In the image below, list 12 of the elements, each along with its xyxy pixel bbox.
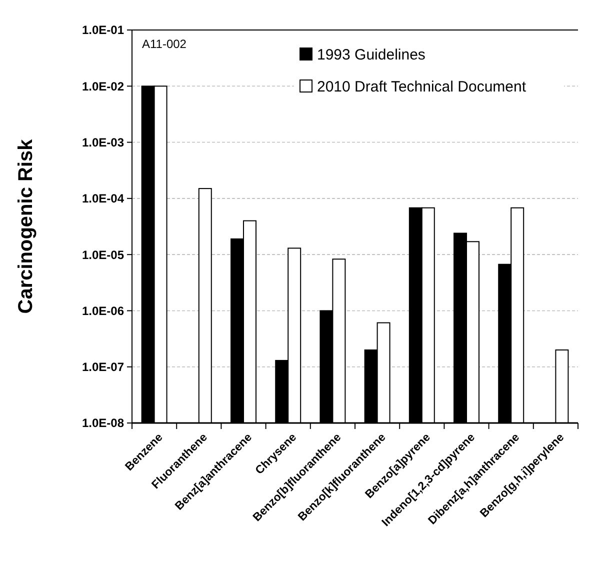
y-tick-label: 1.0E-08: [82, 416, 124, 430]
y-tick-label: 1.0E-02: [82, 79, 124, 94]
y-tick-label: 1.0E-01: [82, 23, 124, 38]
legend-label: 1993 Guidelines: [317, 46, 426, 64]
y-tick-label: 1.0E-04: [82, 192, 124, 206]
y-tick-label: 1.0E-07: [82, 360, 124, 374]
y-tick-label: 1.0E-06: [82, 304, 124, 318]
y-tick-label: 1.0E-03: [82, 135, 124, 150]
annotation: A11-002: [142, 37, 187, 51]
legend-label: 2010 Draft Technical Document: [317, 78, 527, 96]
y-axis-title: Carcinogenic Risk: [15, 138, 37, 314]
y-tick-label: 1.0E-05: [82, 248, 124, 262]
